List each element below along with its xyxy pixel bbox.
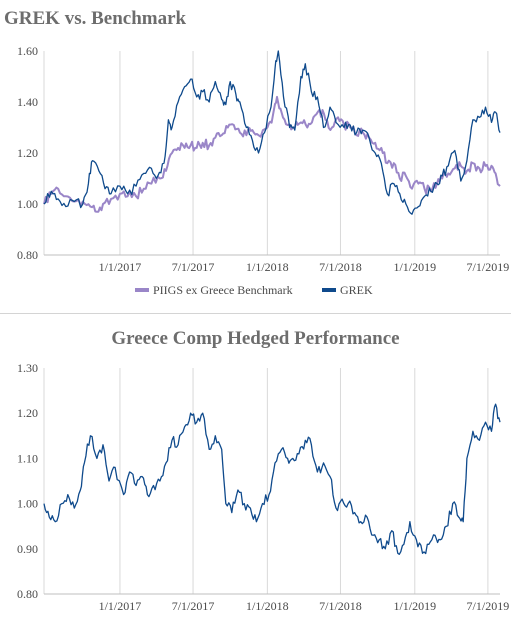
series-line-piigs-ex-greece-benchmark bbox=[43, 95, 501, 213]
chart-greece-comp-hedged: Greece Comp Hedged Performance 0.80 0.90 1… bbox=[0, 318, 511, 630]
x-tick-label: 7/1/2017 bbox=[172, 260, 215, 274]
y-tick-label: 0.90 bbox=[17, 542, 38, 556]
y-tick-label: 1.40 bbox=[17, 95, 38, 109]
x-tick-label: 7/1/2018 bbox=[319, 260, 362, 274]
x-tick-label: 1/1/2019 bbox=[393, 260, 436, 274]
chart-plot: 0.80 1.00 1.20 1.40 1.60 1/1/2017 7/1/2017 1/1/… bbox=[17, 44, 510, 297]
x-tick-label: 1/1/2017 bbox=[99, 599, 142, 613]
series-line-grek bbox=[43, 50, 501, 215]
y-tick-label: 1.20 bbox=[17, 146, 38, 160]
y-tick-label: 1.00 bbox=[17, 197, 38, 211]
x-tick-label: 1/1/2018 bbox=[246, 260, 289, 274]
x-tick-label: 7/1/2019 bbox=[467, 599, 510, 613]
y-tick-label: 1.30 bbox=[17, 361, 38, 375]
y-tick-label: 1.60 bbox=[17, 44, 38, 58]
legend-label: GREK bbox=[340, 283, 373, 297]
chart-grek-vs-benchmark: GREK vs. Benchmark 0.80 1.00 1.20 1.40 1.60 1… bbox=[0, 0, 511, 310]
series-line-main bbox=[43, 403, 501, 555]
divider bbox=[0, 313, 511, 314]
y-tick-label: 0.80 bbox=[17, 248, 38, 262]
x-tick-label: 1/1/2018 bbox=[246, 599, 289, 613]
y-tick-label: 1.10 bbox=[17, 451, 38, 465]
x-tick-label: 1/1/2017 bbox=[99, 260, 142, 274]
x-tick-label: 1/1/2019 bbox=[393, 599, 436, 613]
x-tick-label: 7/1/2017 bbox=[172, 599, 215, 613]
y-tick-label: 1.00 bbox=[17, 497, 38, 511]
chart-title: Greece Comp Hedged Performance bbox=[111, 328, 400, 349]
x-tick-label: 7/1/2019 bbox=[467, 260, 510, 274]
x-tick-label: 7/1/2018 bbox=[319, 599, 362, 613]
legend-label: PIIGS ex Greece Benchmark bbox=[153, 283, 293, 297]
y-tick-label: 0.80 bbox=[17, 587, 38, 601]
chart-plot: 0.80 0.90 1.00 1.10 1.20 1.30 1/1/2017 7/1/2017… bbox=[17, 361, 510, 613]
y-tick-label: 1.20 bbox=[17, 406, 38, 420]
chart-title: GREK vs. Benchmark bbox=[4, 8, 187, 29]
